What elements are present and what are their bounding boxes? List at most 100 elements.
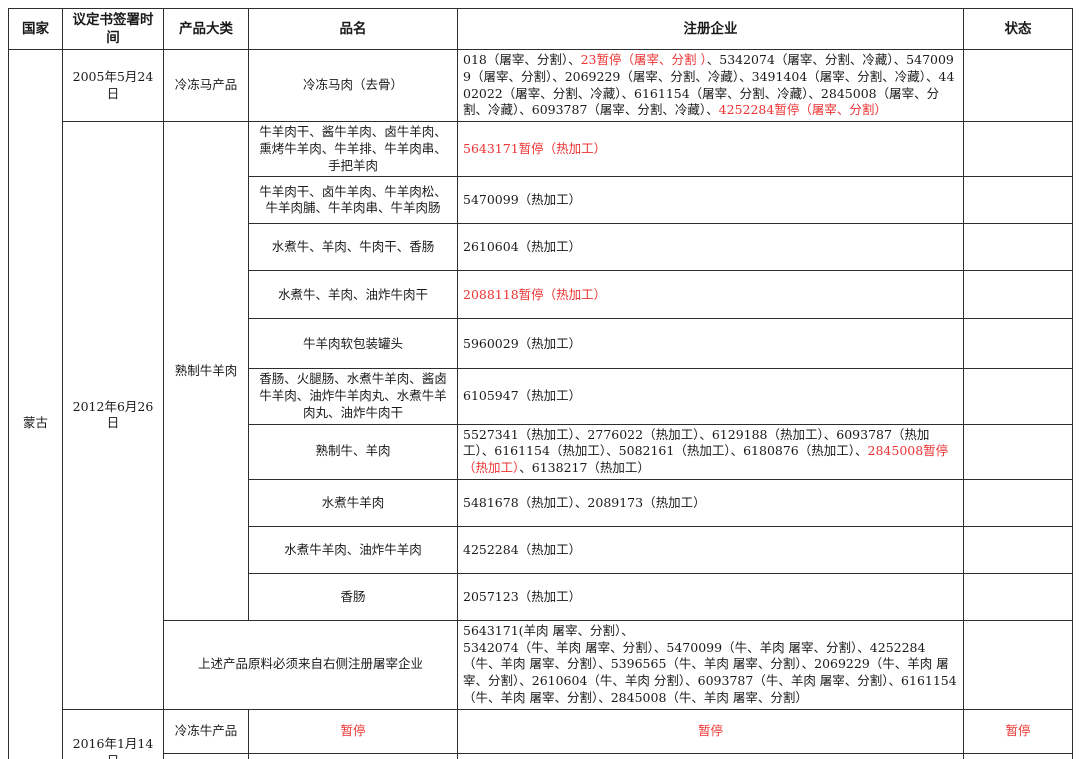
country-cell: 蒙古 xyxy=(8,49,63,759)
cell-text: 5527341（热加工）、2776022（热加工）、6129188（热加工）、6… xyxy=(463,426,930,459)
suspended-text: 2088118暂停（热加工） xyxy=(463,286,607,302)
product-name-cell: 冷冻马肉（去骨） xyxy=(248,49,458,123)
cell-text: 2005年5月24日 xyxy=(72,68,154,101)
cell-text: 5960029（热加工） xyxy=(463,335,582,351)
cell-text: 5470099（热加工） xyxy=(463,192,582,208)
header-row: 国家 议定书签署时间 产品大类 品名 注册企业 状态 xyxy=(8,7,1073,51)
cell-text: 2016年1月14日 xyxy=(72,736,154,759)
enterprises-cell: 暂停 xyxy=(457,752,964,759)
registration-table: 国家 议定书签署时间 产品大类 品名 注册企业 状态 蒙古 2005年5月24日 冷冻马产品冷… xyxy=(8,7,1073,759)
enterprises-cell: 2057123（热加工） xyxy=(457,572,964,621)
table-row: 水煮牛羊肉、油炸牛羊肉 4252284（热加工） xyxy=(9,525,1073,574)
product-name-cell: 牛羊肉软包装罐头 xyxy=(248,318,458,370)
status-cell xyxy=(963,423,1073,480)
enterprises-cell: 5643171(羊肉 屠宰、分割）、 5342074（牛、羊肉 屠宰、分割）、5… xyxy=(457,619,964,710)
enterprises-cell: 5470099（热加工） xyxy=(457,176,964,225)
cell-text: 香肠、火腿肠、水煮牛羊肉、酱卤牛羊肉、油炸牛羊肉丸、水煮牛羊肉丸、油炸牛肉干 xyxy=(259,371,447,420)
product-name-cell: 水煮牛羊肉、油炸牛羊肉 xyxy=(248,525,458,574)
cell-text: 牛羊肉干、卤牛羊肉、牛羊肉松、牛羊肉脯、牛羊肉串、牛羊肉肠 xyxy=(259,183,447,216)
table-row: 水煮牛、羊肉、油炸牛肉干 2088118暂停（热加工） xyxy=(9,270,1073,320)
product-category-cell: 冷冻羊产品 xyxy=(163,752,249,759)
col-status-header: 状态 xyxy=(963,7,1073,51)
product-name-cell: 熟制牛、羊肉 xyxy=(248,423,458,480)
product-name-cell: 水煮牛、羊肉、牛肉干、香肠 xyxy=(248,223,458,272)
col-product-category-header: 产品大类 xyxy=(163,7,249,51)
enterprises-cell: 5643171暂停（热加工） xyxy=(457,121,964,178)
suspended-text: 暂停 xyxy=(340,722,366,738)
enterprises-cell: 4252284（热加工） xyxy=(457,525,964,574)
enterprises-cell: 5527341（热加工）、2776022（热加工）、6129188（热加工）、6… xyxy=(457,423,964,480)
table-row: 上述产品原料必须来自右侧注册屠宰企业 5643171(羊肉 屠宰、分割）、 534… xyxy=(9,619,1073,710)
product-name-cell: 水煮牛、羊肉、油炸牛肉干 xyxy=(248,270,458,320)
table-row: 水煮牛、羊肉、牛肉干、香肠 2610604（热加工） xyxy=(9,223,1073,272)
status-cell xyxy=(963,572,1073,621)
cell-text: 牛羊肉软包装罐头 xyxy=(302,335,403,351)
enterprises-cell: 6105947（热加工） xyxy=(457,368,964,425)
status-cell xyxy=(963,121,1073,178)
cell-text: 冷冻牛产品 xyxy=(174,722,238,738)
status-cell xyxy=(963,619,1073,710)
cell-text: 018（屠宰、分割）、 xyxy=(463,52,581,68)
table-row: 香肠 2057123（热加工） xyxy=(9,572,1073,621)
table-row: 2016年1月14日冷冻牛产品暂停暂停暂停 xyxy=(9,708,1073,759)
suspended-text: 4252284暂停（屠宰、分割） xyxy=(718,102,887,118)
col-product-name-header: 品名 xyxy=(248,7,458,51)
cell-text: 水煮牛羊肉 xyxy=(321,494,385,510)
cell-text: 2057123（热加工） xyxy=(463,588,582,604)
source-requirement-cell: 上述产品原料必须来自右侧注册屠宰企业 xyxy=(163,619,458,710)
cell-text: 水煮牛、羊肉、牛肉干、香肠 xyxy=(271,239,435,255)
col-registered-enterprises-header: 注册企业 xyxy=(457,7,964,51)
cell-text: 、6138217（热加工） xyxy=(519,460,650,476)
cell-text: 牛羊肉干、酱牛羊肉、卤牛羊肉、熏烤牛羊肉、牛羊排、牛羊肉串、手把羊肉 xyxy=(259,124,447,173)
table-row: 熟制牛、羊肉 5527341（热加工）、2776022（热加工）、6129188（… xyxy=(9,423,1073,480)
product-category-cell: 熟制牛羊肉 xyxy=(163,121,249,621)
enterprises-cell: 2088118暂停（热加工） xyxy=(457,270,964,320)
cell-text: 水煮牛羊肉、油炸牛羊肉 xyxy=(284,541,422,557)
cell-text: 熟制牛羊肉 xyxy=(174,362,238,378)
col-country-header: 国家 xyxy=(8,7,63,51)
enterprises-cell: 2610604（热加工） xyxy=(457,223,964,272)
table-row: 冷冻羊产品暂停暂停暂停 xyxy=(9,752,1073,759)
product-name-cell: 暂停 xyxy=(248,708,458,754)
product-name-cell: 牛羊肉干、卤牛羊肉、牛羊肉松、牛羊肉脯、牛羊肉串、牛羊肉肠 xyxy=(248,176,458,225)
suspended-text: 2845008暂停（热加工） xyxy=(463,443,949,476)
status-cell xyxy=(963,176,1073,225)
enterprises-cell: 018（屠宰、分割）、23暂停（屠宰、分割 ）、5342074（屠宰、分割、冷藏… xyxy=(457,49,964,123)
status-cell xyxy=(963,49,1073,123)
product-name-cell: 牛羊肉干、酱牛羊肉、卤牛羊肉、熏烤牛羊肉、牛羊排、牛羊肉串、手把羊肉 xyxy=(248,121,458,178)
enterprises-cell: 5481678（热加工）、2089173（热加工） xyxy=(457,478,964,527)
suspended-text: 暂停 xyxy=(1005,722,1031,738)
table-row: 蒙古 2005年5月24日 冷冻马产品 冷冻马肉（去骨） 018（屠宰、分割）、23暂停… xyxy=(8,49,1073,759)
cell-text: 熟制牛、羊肉 xyxy=(315,443,391,459)
status-cell: 暂停 xyxy=(963,752,1073,759)
cell-text: 2012年6月26日 xyxy=(72,398,154,431)
table-row: 牛羊肉软包装罐头 5960029（热加工） xyxy=(9,318,1073,370)
product-name-cell: 暂停 xyxy=(248,752,458,759)
cell-text: 5481678（热加工）、2089173（热加工） xyxy=(463,494,706,510)
product-category-cell: 冷冻牛产品 xyxy=(163,708,249,754)
status-cell xyxy=(963,223,1073,272)
cell-text: 冷冻马产品 xyxy=(174,77,238,93)
enterprises-cell: 暂停 xyxy=(457,708,964,754)
cell-text: 、5342074（屠宰、分割、冷藏）、5470099（屠宰、分割）、206922… xyxy=(463,52,955,118)
status-cell xyxy=(963,270,1073,320)
suspended-text: 5643171暂停（热加工） xyxy=(463,140,607,156)
status-cell: 暂停 xyxy=(963,708,1073,754)
protocol-date-cell: 2012年6月26日 xyxy=(62,121,164,710)
cell-text: 2610604（热加工） xyxy=(463,239,582,255)
status-cell xyxy=(963,368,1073,425)
status-cell xyxy=(963,318,1073,370)
table-header: 国家 议定书签署时间 产品大类 品名 注册企业 状态 xyxy=(8,7,1073,51)
protocol-date-cell: 2016年1月14日 xyxy=(62,708,164,759)
enterprises-cell: 5960029（热加工） xyxy=(457,318,964,370)
protocol-date-cell: 2005年5月24日 xyxy=(62,49,164,123)
cell-text: 6105947（热加工） xyxy=(463,388,582,404)
cell-text: 蒙古 xyxy=(22,415,48,431)
cell-text: 水煮牛、羊肉、油炸牛肉干 xyxy=(277,286,428,302)
product-category-cell: 冷冻马产品 xyxy=(163,49,249,123)
table-row: 2012年6月26日 熟制牛羊肉 牛羊肉干、酱牛羊肉、卤牛羊肉、熏烤牛羊肉、牛羊排、… xyxy=(9,121,1073,710)
product-name-cell: 香肠 xyxy=(248,572,458,621)
cell-text: 冷冻马肉（去骨） xyxy=(302,77,403,93)
status-cell xyxy=(963,478,1073,527)
cell-text: 上述产品原料必须来自右侧注册屠宰企业 xyxy=(197,656,423,672)
